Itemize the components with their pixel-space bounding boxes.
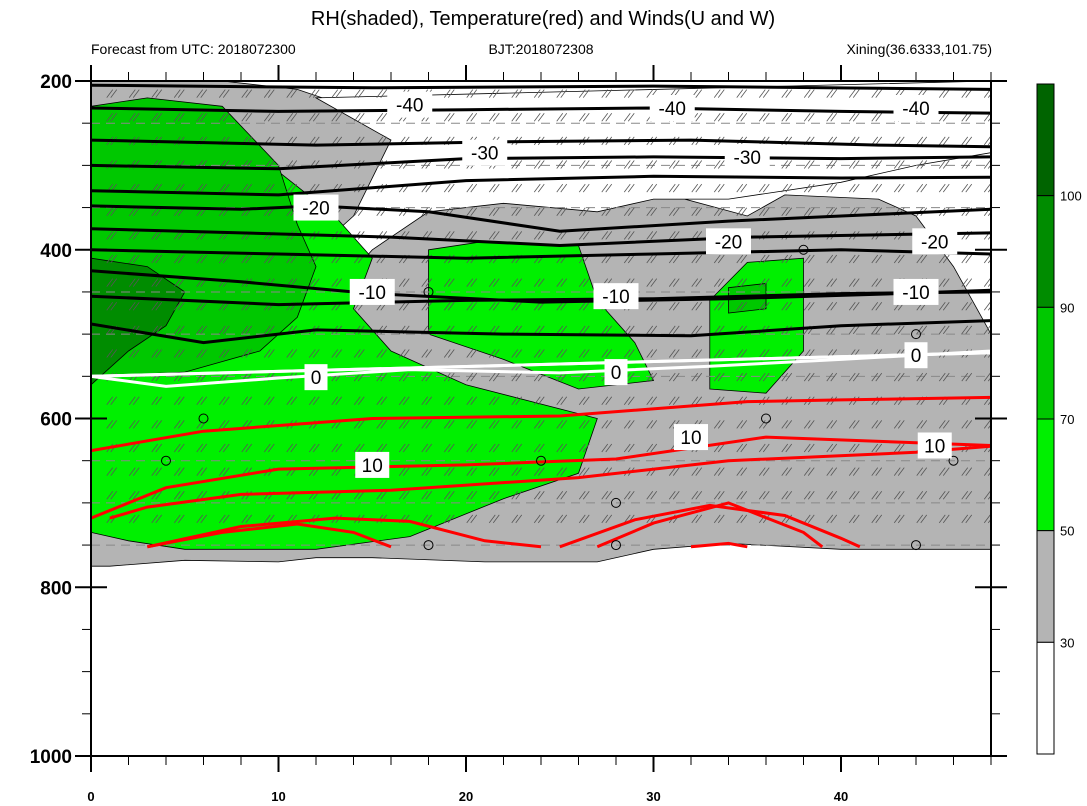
y-tick-label: 800 — [40, 578, 72, 599]
colorbar-label: 70 — [1060, 412, 1074, 427]
svg-text:10: 10 — [924, 437, 945, 458]
colorbar-segment — [1036, 418, 1055, 532]
chart-subtitle-center: BJT:2018072308 — [488, 41, 593, 57]
y-tick-label: 200 — [40, 72, 72, 93]
temperature-contour — [91, 290, 991, 307]
colorbar-segment — [1036, 530, 1055, 643]
svg-text:-10: -10 — [359, 283, 386, 304]
temperature-contour — [147, 522, 392, 549]
svg-text:-30: -30 — [471, 144, 498, 165]
svg-text:-40: -40 — [902, 99, 929, 120]
svg-text:10: 10 — [680, 428, 701, 449]
x-tick-label: 20 — [459, 789, 473, 804]
colorbar-label: 30 — [1060, 635, 1074, 650]
temperature-contour — [91, 227, 991, 248]
temperature-contour — [109, 444, 991, 520]
contour-label: 0 — [604, 359, 628, 386]
x-tick-label: 30 — [646, 789, 660, 804]
chart-title: RH(shaded), Temperature(red) and Winds(U… — [311, 8, 775, 30]
svg-text:10: 10 — [362, 456, 383, 477]
colorbar-segment — [1036, 195, 1055, 308]
colorbar-segment — [1036, 641, 1055, 755]
contour-label: -10 — [593, 283, 639, 310]
contour-label: -40 — [893, 95, 939, 121]
colorbar-label: 100 — [1060, 189, 1082, 204]
contour-label: -30 — [462, 139, 508, 166]
temperature-contour — [91, 204, 991, 233]
y-tick-label: 600 — [40, 410, 72, 431]
svg-text:-10: -10 — [602, 287, 629, 308]
colorbar: 30 50 70 90 100 — [1036, 83, 1082, 755]
svg-text:-20: -20 — [715, 232, 742, 253]
x-tick-label: 10 — [271, 789, 285, 804]
contour-label: -40 — [649, 95, 695, 121]
y-tick-label: 1000 — [30, 747, 72, 768]
temperature-contour — [91, 138, 991, 149]
svg-text:-30: -30 — [734, 148, 761, 169]
temperature-contour — [91, 349, 991, 388]
contour-label: -30 — [724, 143, 770, 170]
svg-text:-40: -40 — [659, 99, 686, 120]
contour-label: -20 — [912, 228, 958, 255]
contour-label: 10 — [355, 451, 390, 478]
contour-label: 0 — [904, 342, 928, 369]
temperature-contour — [91, 351, 991, 378]
contour-label: 10 — [674, 424, 708, 451]
svg-text:-20: -20 — [302, 199, 329, 220]
colorbar-segment — [1036, 83, 1055, 197]
temperature-contour — [91, 435, 991, 520]
temperature-contour — [91, 83, 991, 91]
svg-text:-40: -40 — [396, 96, 423, 117]
contour-label: 0 — [304, 364, 328, 391]
colorbar-label: 50 — [1060, 524, 1074, 539]
contour-label: -10 — [349, 278, 395, 305]
chart-subtitle-left: Forecast from UTC: 2018072300 — [91, 41, 296, 57]
plot-area: -40 -40 -40 -30 -30 -20 -20 -20 -10 -10 -10 0 0 0 10 10… — [91, 81, 991, 567]
temperature-contour — [690, 541, 748, 549]
svg-text:-20: -20 — [921, 232, 948, 253]
temperature-contour — [91, 174, 991, 197]
contour-label: 10 — [917, 432, 952, 459]
contour-label: -20 — [706, 228, 751, 255]
contour-label: -10 — [893, 278, 939, 305]
temperature-contour — [596, 501, 824, 549]
chart-subtitle-right: Xining(36.6333,101.75) — [846, 41, 992, 57]
colorbar-segment — [1036, 306, 1055, 420]
svg-text:0: 0 — [311, 368, 322, 389]
temperature-contour — [91, 155, 991, 171]
contour-label: -20 — [293, 194, 339, 221]
temperature-contour — [91, 248, 991, 260]
y-tick-label: 400 — [40, 241, 72, 262]
calm-wind-markers — [161, 244, 959, 551]
temperature-contour — [91, 319, 991, 345]
temperature-contour — [91, 395, 991, 453]
colorbar-label: 90 — [1060, 300, 1074, 315]
svg-text:0: 0 — [611, 363, 622, 384]
contour-label: -40 — [387, 91, 433, 118]
svg-text:-10: -10 — [902, 283, 929, 304]
x-tick-label: 40 — [834, 789, 848, 804]
temperature-contour — [146, 516, 542, 549]
svg-text:0: 0 — [911, 346, 922, 367]
x-tick-label: 0 — [87, 789, 94, 804]
temperature-contour — [91, 106, 991, 115]
